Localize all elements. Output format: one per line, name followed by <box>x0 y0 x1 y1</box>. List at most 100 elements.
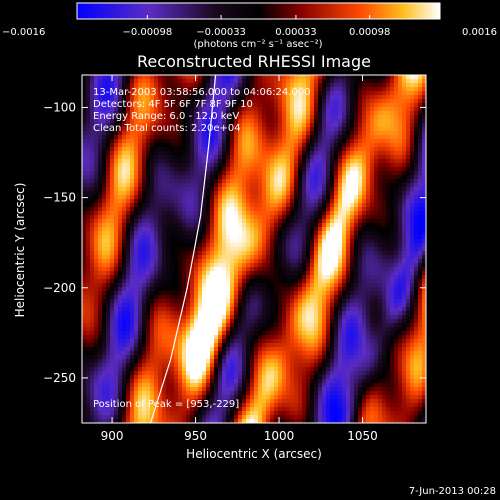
heatmap-cell <box>266 131 271 136</box>
heatmap-cell <box>238 231 243 236</box>
heatmap-cell <box>150 103 155 108</box>
heatmap-cell <box>386 147 391 152</box>
heatmap-cell <box>158 115 163 120</box>
heatmap-cell <box>190 287 195 292</box>
heatmap-cell <box>162 263 167 268</box>
heatmap-cell <box>254 163 259 168</box>
heatmap-cell <box>182 275 187 280</box>
heatmap-cell <box>206 239 211 244</box>
heatmap-cell <box>270 195 275 200</box>
heatmap-cell <box>230 239 235 244</box>
heatmap-cell <box>278 191 283 196</box>
heatmap-cell <box>330 127 335 132</box>
heatmap-cell <box>146 199 151 204</box>
heatmap-cell <box>302 219 307 224</box>
heatmap-cell <box>414 203 419 208</box>
heatmap-cell <box>294 267 299 272</box>
heatmap-cell <box>378 87 383 92</box>
heatmap-cell <box>182 227 187 232</box>
heatmap-cell <box>214 199 219 204</box>
heatmap-cell <box>370 131 375 136</box>
heatmap-cell <box>114 79 119 84</box>
heatmap-cell <box>346 243 351 248</box>
heatmap-cell <box>206 191 211 196</box>
heatmap-cell <box>130 127 135 132</box>
heatmap-cell <box>350 203 355 208</box>
heatmap-cell <box>162 103 167 108</box>
heatmap-cell <box>182 279 187 284</box>
heatmap-cell <box>114 275 119 280</box>
heatmap-cell <box>410 231 415 236</box>
heatmap-cell <box>150 127 155 132</box>
heatmap-cell <box>174 171 179 176</box>
heatmap-cell <box>194 87 199 92</box>
heatmap-cell <box>102 155 107 160</box>
heatmap-cell <box>390 207 395 212</box>
heatmap-cell <box>130 103 135 108</box>
heatmap-cell <box>366 243 371 248</box>
heatmap-cell <box>282 231 287 236</box>
heatmap-cell <box>346 191 351 196</box>
heatmap-cell <box>350 147 355 152</box>
heatmap-cell <box>338 223 343 228</box>
heatmap-cell <box>406 135 411 140</box>
heatmap-cell <box>250 239 255 244</box>
heatmap-cell <box>154 143 159 148</box>
heatmap-cell <box>98 163 103 168</box>
heatmap-cell <box>118 199 123 204</box>
heatmap-cell <box>166 279 171 284</box>
heatmap-cell <box>382 123 387 128</box>
heatmap-cell <box>118 255 123 260</box>
heatmap-cell <box>134 139 139 144</box>
heatmap-cell <box>394 123 399 128</box>
heatmap-cell <box>294 199 299 204</box>
heatmap-cell <box>158 279 163 284</box>
heatmap-cell <box>146 183 151 188</box>
heatmap-cell <box>378 295 383 300</box>
heatmap-cell <box>410 135 415 140</box>
heatmap-cell <box>110 123 115 128</box>
heatmap-cell <box>322 179 327 184</box>
heatmap-cell <box>410 211 415 216</box>
heatmap-cell <box>342 259 347 264</box>
heatmap-cell <box>178 195 183 200</box>
heatmap-cell <box>294 251 299 256</box>
heatmap-cell <box>114 219 119 224</box>
heatmap-cell <box>286 295 291 300</box>
heatmap-cell <box>410 103 415 108</box>
heatmap-cell <box>394 231 399 236</box>
heatmap-cell <box>122 75 127 80</box>
heatmap-cell <box>154 187 159 192</box>
heatmap-cell <box>274 267 279 272</box>
heatmap-cell <box>286 211 291 216</box>
heatmap-cell <box>118 191 123 196</box>
heatmap-cell <box>398 287 403 292</box>
heatmap-cell <box>326 287 331 292</box>
heatmap-cell <box>214 239 219 244</box>
heatmap-cell <box>274 127 279 132</box>
heatmap-cell <box>214 299 219 304</box>
heatmap-cell <box>194 163 199 168</box>
colorbar-tick-label: −0.0016 <box>2 27 45 38</box>
heatmap-cell <box>418 283 423 288</box>
heatmap-cell <box>118 95 123 100</box>
heatmap-cell <box>86 83 91 88</box>
heatmap-cell <box>118 263 123 268</box>
heatmap-cell <box>422 295 426 300</box>
heatmap-cell <box>134 147 139 152</box>
heatmap-cell <box>362 183 367 188</box>
heatmap-cell <box>290 151 295 156</box>
heatmap-cell <box>290 235 295 240</box>
heatmap-cell <box>214 95 219 100</box>
heatmap-cell <box>146 163 151 168</box>
heatmap-cell <box>254 135 259 140</box>
heatmap-cell <box>190 139 195 144</box>
heatmap-cell <box>422 223 426 228</box>
heatmap-cell <box>402 283 407 288</box>
heatmap-cell <box>246 187 251 192</box>
heatmap-cell <box>150 187 155 192</box>
heatmap-cell <box>366 235 371 240</box>
heatmap-cell <box>90 187 95 192</box>
heatmap-cell <box>134 103 139 108</box>
heatmap-cell <box>414 191 419 196</box>
